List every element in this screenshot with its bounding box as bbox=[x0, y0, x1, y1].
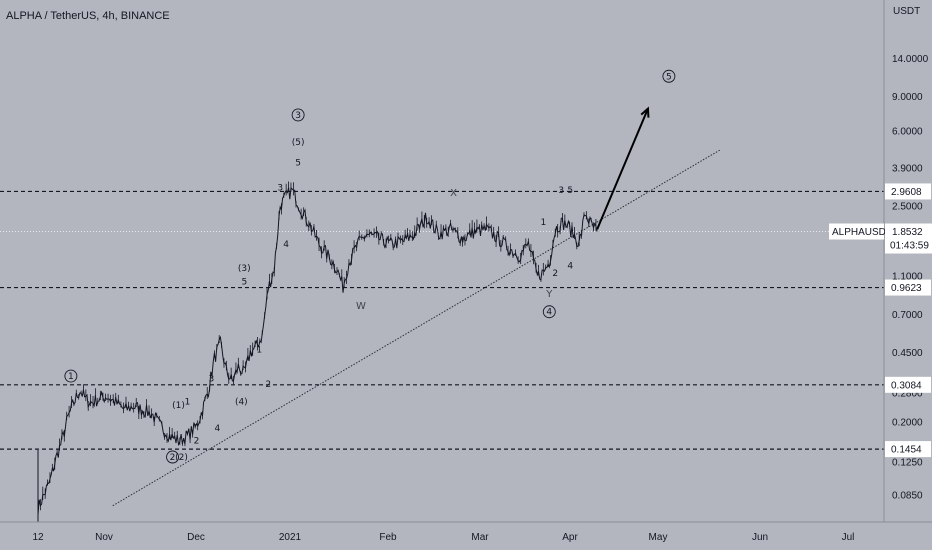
wave-label: 2 bbox=[170, 453, 176, 463]
wave-label: 2 bbox=[552, 269, 558, 279]
wave-label: 5 bbox=[295, 159, 301, 169]
wave-label: 4 bbox=[215, 424, 221, 434]
price-tick-label: 14.0000 bbox=[892, 54, 929, 65]
wave-label: 4 bbox=[567, 262, 573, 272]
wave-label: (1) bbox=[172, 401, 185, 411]
wave-label: X bbox=[450, 188, 457, 199]
wave-label: 1 bbox=[185, 397, 191, 407]
price-tick-label: 3.9000 bbox=[892, 163, 923, 174]
level-label: 0.9623 bbox=[891, 283, 922, 294]
time-tick-label: May bbox=[649, 532, 668, 543]
level-label: 0.3084 bbox=[891, 380, 922, 391]
price-tick-label: 0.0850 bbox=[892, 491, 923, 502]
price-tick-label: 0.2800 bbox=[892, 389, 923, 400]
wave-label: 2 bbox=[194, 437, 200, 447]
price-tick-label: 0.2000 bbox=[892, 417, 923, 428]
wave-label-circle bbox=[542, 305, 556, 319]
time-tick-label: Jun bbox=[752, 532, 768, 543]
price-tick-label: 0.4500 bbox=[892, 348, 923, 359]
wave-label: 4 bbox=[283, 240, 289, 250]
wave-label: Y bbox=[545, 289, 553, 300]
wave-label: (3) bbox=[238, 264, 251, 274]
price-axis-currency: USDT bbox=[893, 6, 920, 17]
wave-label: 3 bbox=[295, 111, 301, 121]
time-tick-label: Apr bbox=[562, 532, 578, 543]
time-tick-label: Jul bbox=[842, 532, 855, 543]
wave-label: W bbox=[356, 301, 366, 312]
price-tick-label: 0.7000 bbox=[892, 310, 923, 321]
wave-label: 3 bbox=[277, 183, 283, 193]
level-label-box bbox=[885, 376, 931, 393]
time-tick-label: Nov bbox=[95, 532, 113, 543]
current-price-box bbox=[885, 223, 932, 254]
wave-label: (2) bbox=[175, 453, 188, 463]
wave-label: 3 bbox=[209, 375, 215, 385]
time-tick-label: Dec bbox=[187, 532, 205, 543]
wave-label: (4) bbox=[235, 397, 248, 407]
wave-label: 1 bbox=[256, 346, 262, 356]
symbol-label: ALPHAUSDT bbox=[832, 227, 892, 238]
wave-label-circle bbox=[291, 108, 305, 122]
wave-label-circle bbox=[166, 450, 180, 464]
wave-label-circle bbox=[64, 369, 78, 383]
time-tick-label: 2021 bbox=[279, 532, 302, 543]
level-label-box bbox=[885, 279, 931, 296]
price-axis[interactable]: USDT14.00009.00006.00003.90002.50001.550… bbox=[829, 0, 932, 522]
trend-lines bbox=[112, 106, 720, 507]
projection-arrow[interactable] bbox=[596, 108, 649, 230]
time-tick-label: Feb bbox=[379, 532, 397, 543]
wave-label: 5 bbox=[666, 72, 672, 82]
time-tick-label: Mar bbox=[471, 532, 489, 543]
price-tick-label: 0.1250 bbox=[892, 458, 923, 469]
symbol-label-box bbox=[829, 223, 884, 240]
price-tick-label: 6.0000 bbox=[892, 127, 923, 138]
level-label-box bbox=[885, 441, 931, 458]
level-label: 2.9608 bbox=[891, 187, 922, 198]
current-price-label: 1.8532 bbox=[892, 227, 923, 238]
wave-label: 4 bbox=[546, 308, 552, 318]
chart-title: ALPHA / TetherUS, 4h, BINANCE bbox=[6, 10, 170, 22]
wave-label-circle bbox=[662, 69, 676, 83]
price-series bbox=[37, 181, 598, 522]
wave-label: (5) bbox=[292, 138, 305, 148]
level-label: 0.1454 bbox=[891, 445, 922, 456]
wave-label: 5 bbox=[567, 186, 573, 196]
price-tick-label: 9.0000 bbox=[892, 92, 923, 103]
price-tick-label: 1.1000 bbox=[892, 272, 923, 283]
projection-arrow-head bbox=[640, 106, 650, 118]
price-tick-label: 2.5000 bbox=[892, 201, 923, 212]
horizontal-levels bbox=[0, 190, 884, 450]
price-line[interactable] bbox=[37, 186, 598, 515]
wave-label: 1 bbox=[540, 218, 546, 228]
wave-label: 1 bbox=[68, 372, 74, 382]
wave-label: 3 bbox=[558, 186, 564, 196]
wave-label: 2 bbox=[265, 380, 271, 390]
support-trendline[interactable] bbox=[112, 149, 720, 507]
wave-label: 5 bbox=[241, 277, 247, 287]
countdown-label: 01:43:59 bbox=[890, 241, 929, 252]
level-label-box bbox=[885, 183, 931, 200]
time-axis[interactable]: 12 Nov Dec 2021 Feb Mar Apr May Jun Jul bbox=[0, 521, 932, 543]
time-tick-label: 12 bbox=[32, 532, 44, 543]
